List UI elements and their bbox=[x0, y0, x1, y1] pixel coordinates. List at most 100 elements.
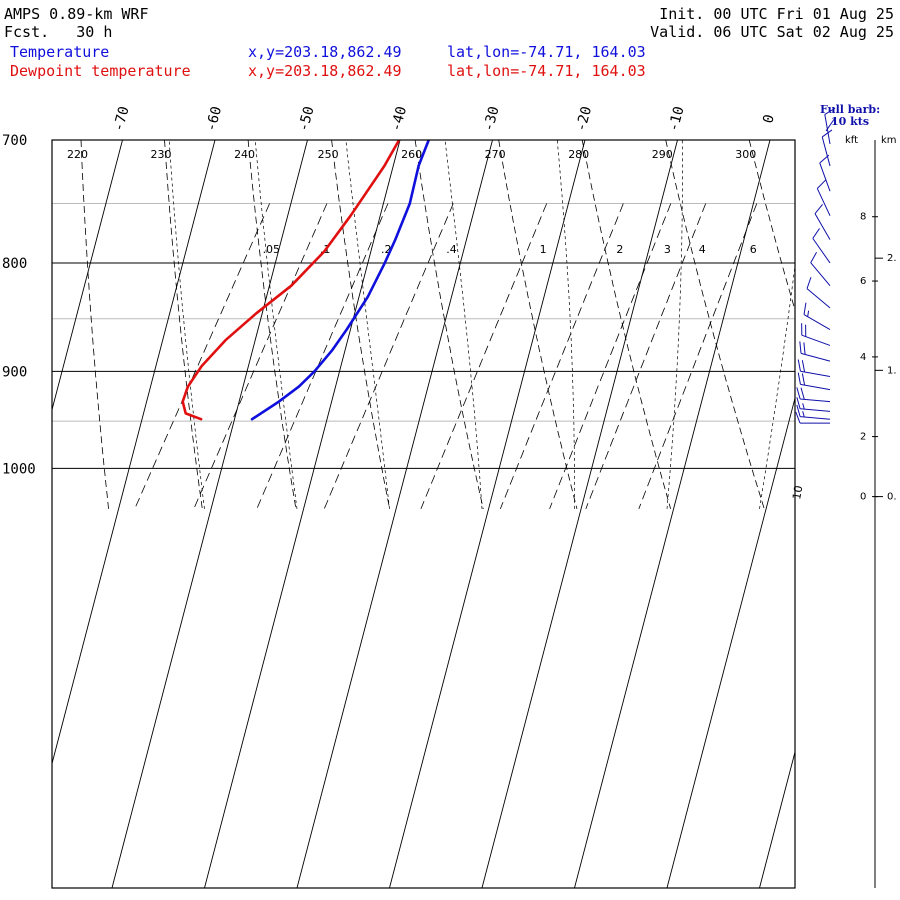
kft-tick-0: 8 bbox=[860, 212, 866, 223]
wind-barb-flag-12-0 bbox=[797, 372, 801, 385]
dewpoint-trace bbox=[181, 140, 401, 421]
wind-barb-flag-13-1 bbox=[800, 387, 805, 400]
kft-tick-4: 0 bbox=[860, 492, 866, 503]
dry-adiabat-230 bbox=[164, 140, 203, 509]
adiabat-label-280: 280 bbox=[568, 148, 589, 161]
wind-barb-staff-13 bbox=[800, 398, 831, 403]
mixing-ratio-line-3 bbox=[323, 203, 454, 510]
wind-barb-staff-4 bbox=[814, 213, 831, 240]
wind-barb-staff-15 bbox=[800, 416, 831, 420]
wind-barb-flag-11-0 bbox=[797, 359, 801, 372]
wind-barb-flag-2-0 bbox=[819, 154, 830, 164]
wind-barb-flag-1-0 bbox=[821, 129, 833, 138]
dry-adiabat-210 bbox=[0, 140, 15, 509]
kft-tick-3: 2 bbox=[860, 432, 866, 443]
wind-barb-10 bbox=[799, 341, 831, 362]
height-axis: kft km 8 6 4 2 0 2. 1. 0. bbox=[845, 135, 897, 888]
wind-barb-staff-9 bbox=[801, 334, 831, 346]
isotherm--50 bbox=[111, 140, 308, 888]
valid-time: Valid. 06 UTC Sat 02 Aug 25 bbox=[650, 23, 894, 41]
dry-adiabat-280 bbox=[581, 140, 671, 510]
mixing-ratio-label-8: 6 bbox=[750, 243, 757, 256]
forecast-value: 30 h bbox=[76, 23, 113, 41]
wind-barb-flag-6-0 bbox=[810, 251, 818, 263]
adiabat-label-250: 250 bbox=[318, 148, 339, 161]
wind-barb-column: 10 bbox=[790, 107, 836, 501]
wind-barb-flag-0-0 bbox=[824, 107, 836, 115]
moist-adiabat--30 bbox=[254, 140, 298, 509]
wind-barb-flag-16-0 bbox=[795, 411, 801, 424]
mixing-ratio-label-6: 3 bbox=[664, 243, 671, 256]
mixing-ratio-label-7: 4 bbox=[699, 243, 706, 256]
wind-barb-staff-1 bbox=[821, 136, 831, 167]
dewpoint-legend-latlon: lat,lon=-74.71, 164.03 bbox=[447, 62, 646, 80]
dewpoint-legend-xy: x,y=203.18,862.49 bbox=[248, 62, 402, 80]
mixing-ratio-label-3: .4 bbox=[446, 243, 457, 256]
isotherm-label--30: -30 bbox=[481, 105, 503, 134]
mixing-ratio-label-5: 2 bbox=[616, 243, 623, 256]
wind-barb-flag-14-1 bbox=[802, 403, 805, 410]
wind-barb-flag-15-0 bbox=[796, 404, 801, 417]
wind-barb-3 bbox=[816, 179, 831, 216]
km-tick-1: 1. bbox=[887, 365, 897, 376]
wind-barb-flag-12-1 bbox=[801, 373, 806, 386]
wind-barb-4 bbox=[814, 204, 831, 240]
adiabat-label-230: 230 bbox=[151, 148, 172, 161]
wind-barb-flag-5-0 bbox=[812, 228, 820, 239]
pressure-tick-700: 700 bbox=[2, 133, 27, 149]
plot-frame bbox=[51, 139, 796, 889]
skewt-grid bbox=[0, 140, 900, 888]
dry-adiabat-240 bbox=[247, 140, 297, 509]
wind-barb-12 bbox=[797, 372, 831, 391]
wind-barb-staff-10 bbox=[800, 352, 831, 362]
kft-label: kft bbox=[845, 135, 858, 146]
dry-adiabat-260 bbox=[414, 140, 484, 509]
mixing-ratio-line-0 bbox=[134, 203, 270, 510]
wind-barb-flag-11-1 bbox=[801, 360, 806, 373]
wind-barb-staff-12 bbox=[800, 383, 831, 391]
km-tick-0: 2. bbox=[887, 253, 897, 264]
mixing-ratio-line-7 bbox=[585, 203, 707, 510]
isotherm--10 bbox=[481, 140, 678, 888]
kft-tick-1: 6 bbox=[860, 276, 866, 287]
isotherm-20 bbox=[759, 750, 795, 888]
dewpoint-legend-label: Dewpoint temperature bbox=[10, 62, 191, 80]
km-label: km bbox=[881, 135, 897, 146]
isotherm--70 bbox=[52, 140, 123, 412]
wind-barb-15 bbox=[796, 404, 831, 420]
wind-barb-staff-8 bbox=[803, 314, 831, 330]
wind-barb-staff-5 bbox=[812, 238, 831, 264]
adiabat-label-270: 270 bbox=[485, 148, 506, 161]
isotherm-label-0: 0 bbox=[760, 113, 778, 125]
adiabat-label-300: 300 bbox=[735, 148, 756, 161]
wind-barb-16 bbox=[795, 411, 830, 424]
mixing-ratio-line-1 bbox=[193, 203, 328, 510]
adiabat-label-240: 240 bbox=[234, 148, 255, 161]
barb-legend-value: 10 kts bbox=[831, 115, 869, 128]
mixing-ratio-line-4 bbox=[420, 203, 548, 510]
wind-barb-5 bbox=[812, 228, 831, 264]
mixing-ratio-line-8 bbox=[638, 203, 758, 510]
wind-barb-flag-13-0 bbox=[796, 387, 801, 400]
wind-barb-13 bbox=[796, 387, 831, 403]
moist-adiabat-10 bbox=[666, 140, 683, 509]
wind-barb-2 bbox=[819, 154, 831, 192]
isotherm-label--20: -20 bbox=[573, 105, 595, 134]
pressure-tick-1000: 1000 bbox=[2, 461, 36, 477]
wind-barb-flag-10-1 bbox=[803, 342, 806, 355]
isotherm-label--40: -40 bbox=[388, 105, 410, 134]
wind-barb-staff-2 bbox=[819, 162, 831, 192]
dry-adiabat-290 bbox=[665, 140, 765, 510]
wind-barb-staff-3 bbox=[816, 188, 831, 216]
dry-adiabat-310 bbox=[833, 140, 900, 509]
wind-barb-7 bbox=[806, 277, 831, 309]
wind-barb-flag-14-0 bbox=[796, 397, 801, 409]
temperature-trace bbox=[250, 140, 431, 421]
wind-barb-flag-8-0 bbox=[803, 302, 807, 315]
isotherm--40 bbox=[204, 140, 401, 888]
wind-barb-1 bbox=[821, 129, 833, 167]
wind-barb-staff-7 bbox=[806, 288, 831, 309]
wind-barb-flag-15-1 bbox=[802, 411, 805, 418]
mixing-ratio-line-2 bbox=[256, 203, 389, 510]
wind-barb-flag-10-0 bbox=[799, 341, 802, 354]
